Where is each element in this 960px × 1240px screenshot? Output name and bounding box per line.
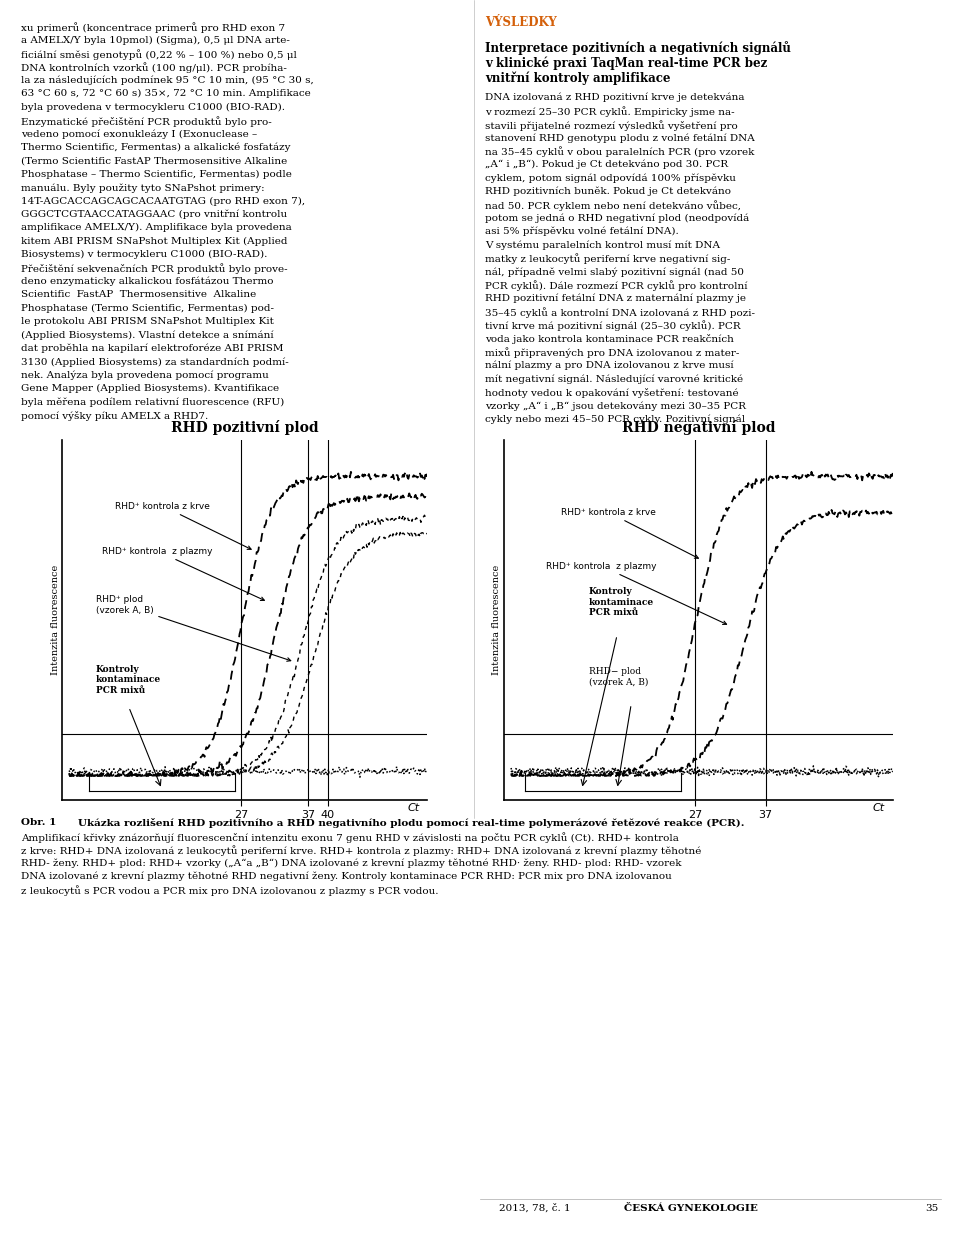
Text: a AMELX/Y byla 10pmol) (Sigma), 0,5 μl DNA arte-: a AMELX/Y byla 10pmol) (Sigma), 0,5 μl D… <box>21 36 290 45</box>
Text: Ct: Ct <box>873 802 885 812</box>
Text: Biosystems) v termocykleru C1000 (BIO-RAD).: Biosystems) v termocykleru C1000 (BIO-RA… <box>21 250 268 259</box>
Text: z krve: RHD+ DNA izolovaná z leukocytů periferní krve. RHD+ kontrola z plazmy: R: z krve: RHD+ DNA izolovaná z leukocytů p… <box>21 846 702 856</box>
Text: mít negativní signál. Následující varovné kritické: mít negativní signál. Následující varovn… <box>485 374 743 383</box>
Text: RHD⁺ plod
(vzorek A, B): RHD⁺ plod (vzorek A, B) <box>96 595 291 661</box>
Text: z leukocytů s PCR vodou a PCR mix pro DNA izolovanou z plazmy s PCR vodou.: z leukocytů s PCR vodou a PCR mix pro DN… <box>21 885 439 897</box>
Text: Interpretace pozitivních a negativních signálů: Interpretace pozitivních a negativních s… <box>485 41 791 55</box>
Text: Kontroly
kontaminace
PCR mixů: Kontroly kontaminace PCR mixů <box>588 587 654 618</box>
Title: RHD pozitivní plod: RHD pozitivní plod <box>171 420 319 435</box>
Text: DNA kontrolních vzorků (100 ng/μl). PCR probíha-: DNA kontrolních vzorků (100 ng/μl). PCR … <box>21 62 287 73</box>
Text: 3130 (Applied Biosystems) za standardních podmí-: 3130 (Applied Biosystems) za standardníc… <box>21 357 289 367</box>
Text: DNA izolované z krevní plazmy těhotné RHD negativní ženy. Kontroly kontaminace P: DNA izolované z krevní plazmy těhotné RH… <box>21 872 672 882</box>
Text: (Termo Scientific FastAP Thermosensitive Alkaline: (Termo Scientific FastAP Thermosensitive… <box>21 156 287 165</box>
Y-axis label: Intenzita fluorescence: Intenzita fluorescence <box>492 565 501 675</box>
Text: byla provedena v termocykleru C1000 (BIO-RAD).: byla provedena v termocykleru C1000 (BIO… <box>21 103 285 112</box>
Text: Přečištění sekvenačních PCR produktů bylo prove-: Přečištění sekvenačních PCR produktů byl… <box>21 263 288 274</box>
Text: amplifikace AMELX/Y). Amplifikace byla provedena: amplifikace AMELX/Y). Amplifikace byla p… <box>21 223 292 232</box>
Text: 2013, 78, č. 1: 2013, 78, č. 1 <box>499 1203 571 1213</box>
Text: le protokolu ABI PRISM SNaPshot Multiplex Kit: le protokolu ABI PRISM SNaPshot Multiple… <box>21 317 274 326</box>
Text: la za následujících podmínek 95 °C 10 min, (95 °C 30 s,: la za následujících podmínek 95 °C 10 mi… <box>21 76 314 86</box>
Text: ČESKÁ GYNEKOLOGIE: ČESKÁ GYNEKOLOGIE <box>624 1204 758 1213</box>
Text: ficiální směsi genotypů (0,22 % – 100 %) nebo 0,5 μl: ficiální směsi genotypů (0,22 % – 100 %)… <box>21 50 297 60</box>
Text: Scientific  FastAP  Thermosensitive  Alkaline: Scientific FastAP Thermosensitive Alkali… <box>21 290 256 299</box>
Text: Phosphatase (Termo Scientific, Fermentas) pod-: Phosphatase (Termo Scientific, Fermentas… <box>21 304 275 312</box>
Text: RHD⁺ kontrola z krve: RHD⁺ kontrola z krve <box>561 507 698 558</box>
Text: Gene Mapper (Applied Biosystems). Kvantifikace: Gene Mapper (Applied Biosystems). Kvanti… <box>21 384 279 393</box>
Text: deno enzymaticky alkalickou fosfátázou Thermo: deno enzymaticky alkalickou fosfátázou T… <box>21 277 274 286</box>
Y-axis label: Intenzita fluorescence: Intenzita fluorescence <box>51 565 60 675</box>
Text: RHD− plod
(vzorek A, B): RHD− plod (vzorek A, B) <box>588 667 648 687</box>
Text: stanovení RHD genotypu plodu z volné fetální DNA: stanovení RHD genotypu plodu z volné fet… <box>485 133 755 143</box>
Text: manuálu. Byly použity tyto SNaPshot primery:: manuálu. Byly použity tyto SNaPshot prim… <box>21 184 265 192</box>
Text: potom se jedná o RHD negativní plod (neodpovídá: potom se jedná o RHD negativní plod (neo… <box>485 213 749 223</box>
Text: stavili přijatelné rozmezí výsledků vyšetření pro: stavili přijatelné rozmezí výsledků vyše… <box>485 120 737 130</box>
Text: DNA izolovaná z RHD pozitivní krve je detekvána: DNA izolovaná z RHD pozitivní krve je de… <box>485 93 744 103</box>
Text: nál, případně velmi slabý pozitivní signál (nad 50: nál, případně velmi slabý pozitivní sign… <box>485 267 744 277</box>
Text: v rozmezí 25–30 PCR cyklů. Empiricky jsme na-: v rozmezí 25–30 PCR cyklů. Empiricky jsm… <box>485 107 734 117</box>
Text: Enzymatické přečištění PCR produktů bylo pro-: Enzymatické přečištění PCR produktů bylo… <box>21 117 272 126</box>
Text: Phosphatase – Thermo Scientific, Fermentas) podle: Phosphatase – Thermo Scientific, Ferment… <box>21 170 292 179</box>
Text: RHD⁺ kontrola z krve: RHD⁺ kontrola z krve <box>115 502 252 549</box>
Title: RHD negativní plod: RHD negativní plod <box>622 420 775 435</box>
Text: 35: 35 <box>925 1204 939 1213</box>
Text: hodnoty vedou k opakování vyšetření: testované: hodnoty vedou k opakování vyšetření: tes… <box>485 388 738 398</box>
Text: VÝSLEDKY: VÝSLEDKY <box>485 15 557 29</box>
Text: GGGCTCGTAACCATAGGAAC (pro vnitřní kontrolu: GGGCTCGTAACCATAGGAAC (pro vnitřní kontro… <box>21 210 287 219</box>
Text: RHD⁺ kontrola  z plazmy: RHD⁺ kontrola z plazmy <box>102 547 264 600</box>
Text: nek. Analýza byla provedena pomocí programu: nek. Analýza byla provedena pomocí progr… <box>21 371 269 379</box>
Text: matky z leukocytů periferní krve negativní sig-: matky z leukocytů periferní krve negativ… <box>485 254 731 264</box>
Text: nální plazmy a pro DNA izolovanou z krve musí: nální plazmy a pro DNA izolovanou z krve… <box>485 361 733 371</box>
Text: V systému paralelních kontrol musí mít DNA: V systému paralelních kontrol musí mít D… <box>485 241 720 249</box>
Text: Thermo Scientific, Fermentas) a alkalické fosfatázy: Thermo Scientific, Fermentas) a alkalick… <box>21 143 291 153</box>
Text: na 35–45 cyklů v obou paralelních PCR (pro vzorek: na 35–45 cyklů v obou paralelních PCR (p… <box>485 146 755 157</box>
Text: Ct: Ct <box>408 802 420 812</box>
Text: vzorky „A“ i „B“ jsou detekovány mezi 30–35 PCR: vzorky „A“ i „B“ jsou detekovány mezi 30… <box>485 401 746 410</box>
Text: tivní krve má pozitivní signál (25–30 cyklů). PCR: tivní krve má pozitivní signál (25–30 cy… <box>485 321 740 331</box>
Text: pomocí výšky píku AMELX a RHD7.: pomocí výšky píku AMELX a RHD7. <box>21 410 208 420</box>
Text: „A“ i „B“). Pokud je Ct detekváno pod 30. PCR: „A“ i „B“). Pokud je Ct detekváno pod 30… <box>485 160 728 170</box>
Text: dat proběhla na kapilarí elektroforéze ABI PRISM: dat proběhla na kapilarí elektroforéze A… <box>21 343 283 353</box>
Text: 14T-AGCACCAGCAGCACAATGTAG (pro RHD exon 7),: 14T-AGCACCAGCAGCACAATGTAG (pro RHD exon … <box>21 196 305 206</box>
Text: Kontroly
kontaminace
PCR mixů: Kontroly kontaminace PCR mixů <box>96 665 160 694</box>
Text: (Applied Biosystems). Vlastní detekce a snímání: (Applied Biosystems). Vlastní detekce a … <box>21 330 274 340</box>
Text: asi 5% příspěvku volné fetální DNA).: asi 5% příspěvku volné fetální DNA). <box>485 227 679 237</box>
Text: cykly nebo mezi 45–50 PCR cykly. Pozitivní signál: cykly nebo mezi 45–50 PCR cykly. Pozitiv… <box>485 414 745 424</box>
Text: byla měřena podílem relativní fluorescence (RFU): byla měřena podílem relativní fluorescen… <box>21 397 284 407</box>
Text: mixů připravených pro DNA izolovanou z mater-: mixů připravených pro DNA izolovanou z m… <box>485 347 739 358</box>
Text: voda jako kontrola kontaminace PCR reakčních: voda jako kontrola kontaminace PCR reakč… <box>485 334 733 343</box>
Text: cyklem, potom signál odpovídá 100% příspěvku: cyklem, potom signál odpovídá 100% přísp… <box>485 174 735 182</box>
Text: kitem ABI PRISM SNaPshot Multiplex Kit (Applied: kitem ABI PRISM SNaPshot Multiplex Kit (… <box>21 237 288 246</box>
Text: Obr. 1: Obr. 1 <box>21 818 57 827</box>
Text: xu primerů (koncentrace primerů pro RHD exon 7: xu primerů (koncentrace primerů pro RHD … <box>21 22 285 33</box>
Text: PCR cyklů). Dále rozmezí PCR cyklů pro kontrolní: PCR cyklů). Dále rozmezí PCR cyklů pro k… <box>485 280 747 291</box>
Text: vedeno pomocí exonukleázy I (Exonuclease –: vedeno pomocí exonukleázy I (Exonuclease… <box>21 129 257 139</box>
Text: RHD⁺ kontrola  z plazmy: RHD⁺ kontrola z plazmy <box>546 562 727 625</box>
Text: nad 50. PCR cyklem nebo není detekváno vůbec,: nad 50. PCR cyklem nebo není detekváno v… <box>485 200 741 211</box>
Text: RHD pozitivních buněk. Pokud je Ct detekváno: RHD pozitivních buněk. Pokud je Ct detek… <box>485 187 731 196</box>
Text: v klinické praxi TaqMan real-time PCR bez: v klinické praxi TaqMan real-time PCR be… <box>485 57 767 69</box>
Text: Ukázka rozlišení RHD pozitivního a RHD negativního plodu pomocí real-time polyme: Ukázka rozlišení RHD pozitivního a RHD n… <box>67 818 745 828</box>
Text: vnitřní kontroly amplifikace: vnitřní kontroly amplifikace <box>485 72 670 86</box>
Text: 35–45 cyklů a kontrolní DNA izolovaná z RHD pozi-: 35–45 cyklů a kontrolní DNA izolovaná z … <box>485 308 755 317</box>
Text: 63 °C 60 s, 72 °C 60 s) 35×, 72 °C 10 min. Amplifikace: 63 °C 60 s, 72 °C 60 s) 35×, 72 °C 10 mi… <box>21 89 311 98</box>
Text: RHD pozitivní fetální DNA z maternální plazmy je: RHD pozitivní fetální DNA z maternální p… <box>485 294 746 304</box>
Text: RHD- ženy. RHD+ plod: RHD+ vzorky („A“a „B“) DNA izolované z krevní plazmy těhot: RHD- ženy. RHD+ plod: RHD+ vzorky („A“a … <box>21 858 682 868</box>
Text: Amplifikací křivky znázorňují fluorescenční intenzitu exonu 7 genu RHD v závislo: Amplifikací křivky znázorňují fluorescen… <box>21 832 679 842</box>
